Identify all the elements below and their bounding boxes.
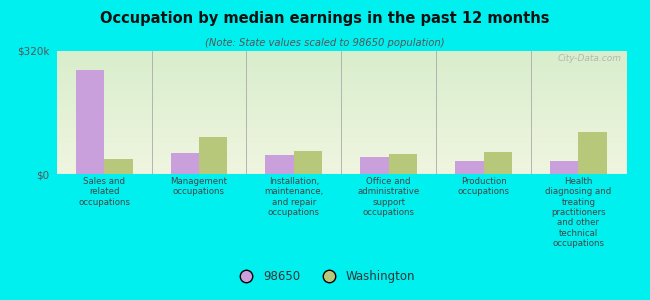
Bar [455, 160, 484, 174]
Bar [360, 157, 389, 174]
Bar [75, 70, 104, 174]
Bar [550, 160, 578, 174]
Bar [104, 159, 133, 174]
Bar [389, 154, 417, 174]
Bar [265, 155, 294, 174]
Bar [578, 132, 607, 174]
Legend: 98650, Washington: 98650, Washington [230, 266, 420, 288]
Text: (Note: State values scaled to 98650 population): (Note: State values scaled to 98650 popu… [205, 38, 445, 47]
Bar [484, 152, 512, 174]
Text: Occupation by median earnings in the past 12 months: Occupation by median earnings in the pas… [100, 11, 550, 26]
Bar [170, 153, 199, 174]
Bar [199, 137, 228, 174]
Bar [294, 151, 322, 174]
Text: City-Data.com: City-Data.com [558, 54, 622, 63]
